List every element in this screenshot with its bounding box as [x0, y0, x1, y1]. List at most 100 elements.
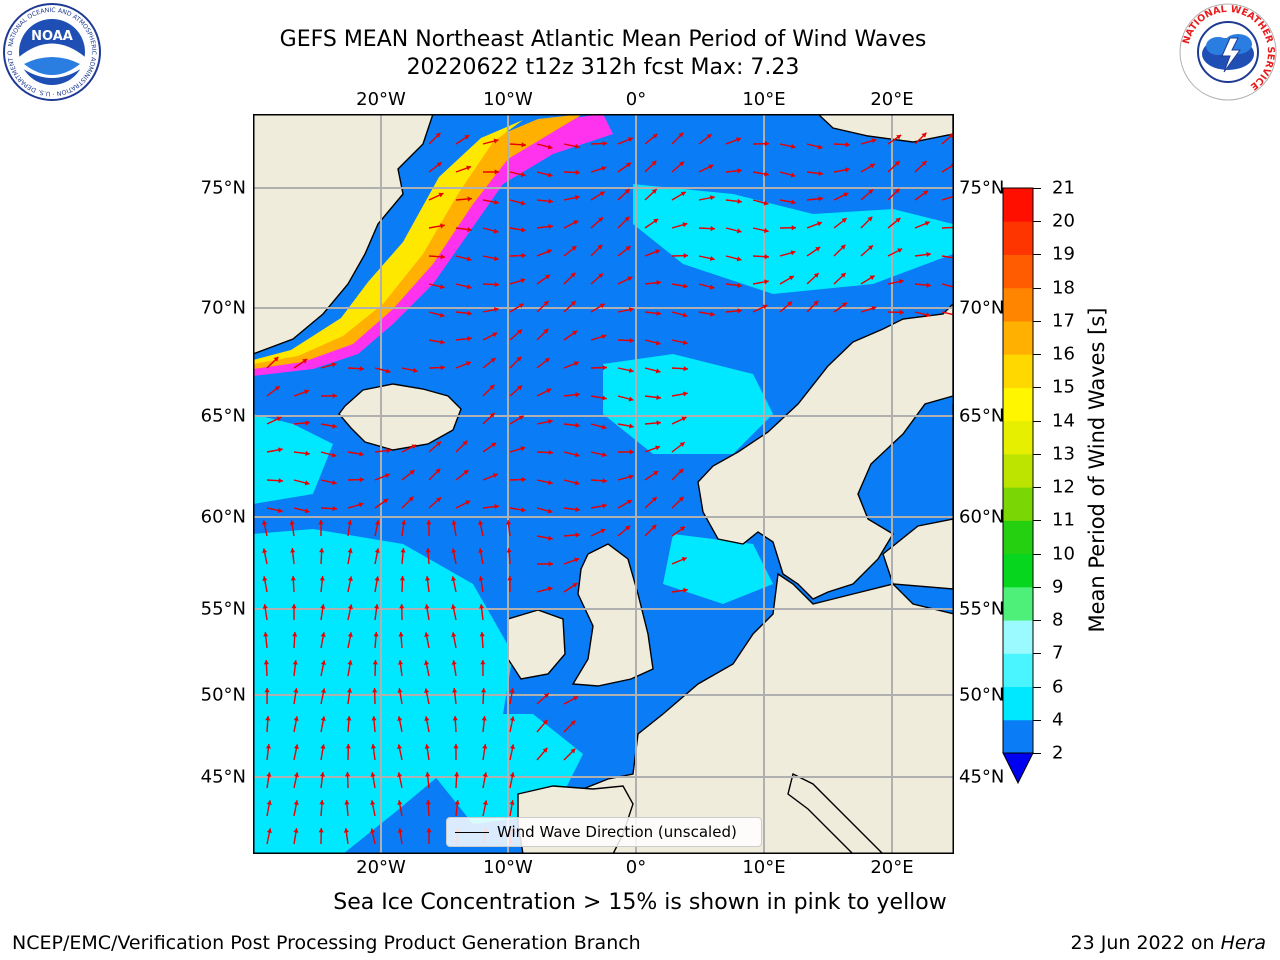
wind-wave-arrow [833, 142, 851, 148]
wind-wave-arrow [401, 496, 414, 509]
wind-wave-arrow [806, 221, 823, 229]
wind-wave-arrow [833, 167, 850, 173]
wind-wave-arrow [319, 772, 326, 789]
wind-wave-arrow [509, 252, 527, 259]
wind-wave-arrow [617, 423, 634, 429]
wind-wave-arrow [887, 160, 901, 173]
wind-wave-arrow [671, 587, 688, 593]
wind-wave-arrow [617, 367, 634, 373]
wind-wave-arrow [536, 747, 548, 761]
wind-wave-arrow [262, 548, 268, 565]
wind-wave-arrow [644, 524, 657, 537]
wind-wave-arrow [266, 828, 272, 845]
wind-wave-arrow [293, 479, 310, 486]
wind-wave-arrow [346, 715, 352, 733]
wind-wave-arrow [644, 249, 661, 257]
colorbar-tick-mark [1033, 653, 1041, 655]
wind-wave-arrow [536, 561, 554, 567]
wind-wave-arrow [698, 311, 715, 317]
wind-wave-arrow [425, 772, 431, 789]
colorbar-tick-mark [1033, 320, 1041, 322]
wind-wave-arrow [752, 304, 768, 313]
wind-wave-arrow [644, 339, 661, 346]
wind-wave-arrow [347, 548, 353, 565]
wind-wave-arrow [293, 744, 299, 761]
wind-wave-arrow [454, 771, 460, 789]
wind-wave-arrow [725, 227, 742, 234]
footer-date-text: 23 Jun 2022 on [1070, 932, 1215, 954]
wind-wave-arrow [563, 361, 580, 369]
wind-wave-arrow [725, 282, 742, 288]
colorbar-tick-label: 4 [1052, 709, 1064, 731]
wind-wave-arrow [698, 133, 713, 145]
colorbar-segment [1003, 586, 1033, 621]
wind-wave-arrow [563, 720, 576, 733]
colorbar-extend-arrow [1002, 752, 1034, 785]
wind-wave-arrow [860, 189, 874, 201]
wind-wave-arrow [563, 330, 578, 341]
wind-wave-arrow [590, 303, 606, 313]
wind-wave-arrow [806, 246, 821, 257]
wind-wave-arrow [671, 526, 686, 537]
colorbar-segment [1003, 520, 1033, 555]
wind-wave-arrow [536, 328, 549, 341]
wind-wave-arrow [399, 603, 405, 621]
wind-wave-arrow [397, 688, 403, 705]
colorbar-tick-mark [1033, 620, 1041, 622]
wind-wave-arrow [617, 474, 634, 481]
colorbar-tick-label: 7 [1052, 642, 1064, 664]
wind-wave-arrow [399, 575, 406, 593]
lon-label-top-10w: 10°W [483, 89, 533, 110]
wind-wave-arrow [266, 800, 272, 817]
colorbar-segment [1003, 620, 1033, 654]
lat-label-right-65n: 65°N [959, 405, 1005, 427]
wind-wave-arrow [398, 631, 404, 649]
italy [787, 772, 884, 854]
wind-wave-arrow [424, 744, 430, 761]
wind-wave-arrow [482, 800, 488, 817]
wind-wave-arrow [293, 358, 308, 369]
wind-wave-arrow [698, 164, 714, 173]
wind-wave-arrow [372, 659, 378, 677]
wind-wave-arrow [290, 548, 296, 565]
colorbar-tick-mark [1033, 520, 1041, 522]
wind-wave-arrow [644, 470, 659, 481]
wind-wave-arrow [451, 660, 457, 677]
lat-label-left-75n: 75°N [200, 177, 246, 199]
wind-wave-arrow [860, 244, 874, 257]
wind-wave-arrow [509, 446, 526, 453]
noaa-logo: NATIONAL OCEANIC AND ATMOSPHERIC ADMINIS… [2, 2, 101, 101]
wind-wave-arrow [347, 366, 365, 372]
wind-wave-arrow [671, 132, 684, 145]
wind-wave-arrow [293, 507, 310, 514]
wind-wave-arrow [536, 692, 550, 705]
wind-wave-arrow [833, 272, 847, 285]
wind-wave-arrow [319, 576, 325, 593]
colorbar-tick-mark [1033, 254, 1041, 256]
wind-wave-arrow [347, 576, 353, 593]
wind-wave-arrow [536, 507, 553, 514]
wind-wave-arrow [401, 520, 407, 537]
wind-wave-arrow [400, 548, 406, 565]
wind-wave-arrow [617, 525, 631, 537]
wind-wave-arrow [509, 772, 515, 789]
wind-wave-arrow [426, 519, 432, 537]
wind-wave-arrow [509, 278, 526, 285]
wind-wave-arrow [347, 520, 353, 537]
wind-wave-arrow [617, 276, 633, 285]
wind-wave-arrow [266, 416, 282, 425]
wind-wave-arrow [479, 631, 485, 649]
wind-wave-arrow [318, 827, 324, 845]
wind-wave-arrow [455, 440, 468, 453]
colorbar-tick-mark [1033, 753, 1041, 754]
wind-wave-arrow [428, 161, 443, 173]
wind-wave-arrow [563, 557, 580, 565]
wind-wave-arrow [590, 191, 606, 201]
wind-wave-arrow [320, 451, 337, 458]
wind-wave-arrow [806, 300, 819, 313]
wind-wave-arrow [887, 217, 901, 229]
wind-wave-arrow [428, 311, 445, 318]
wind-wave-arrow [482, 281, 500, 288]
wind-wave-arrow [320, 744, 326, 761]
wind-wave-arrow [451, 632, 457, 649]
